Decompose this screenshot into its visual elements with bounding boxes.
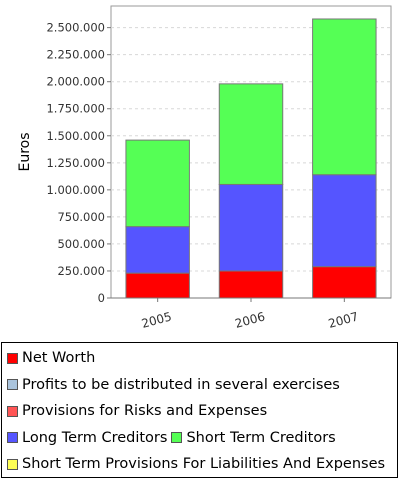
x-tick-label-2006: 2006 [233,309,266,330]
legend-label: Short Term Creditors [186,429,336,446]
chart-area: 0 250.000 500.000 750.000 1.000.000 1.250.000… [17,5,392,331]
bar-long-term-creditors-2007 [312,174,377,268]
legend-swatch [7,458,18,470]
legend-label: Provisions for Risks and Expenses [22,403,268,419]
bar-long-term-creditors-2006 [218,183,284,272]
legend-row: Short Term Provisions For Liabilities An… [7,455,389,473]
legend-label: Net Worth [22,350,96,366]
y-tick-label: 1.750.000 [46,102,105,116]
y-tick-label: 250.000 [57,264,105,278]
legend-item: Short Term Provisions For Liabilities An… [7,456,385,472]
legend-swatch [7,432,18,443]
bar-short-term-creditors-2007 [312,18,377,176]
legend-row: Provisions for Risks and Expenses [7,402,271,420]
y-axis-label: Euros [17,132,33,171]
legend-row: Profits to be distributed in several exe… [7,376,344,394]
legend-row: Long Term Creditors Short Term Creditors [7,429,340,447]
legend-row: Net Worth [7,349,99,367]
legend-swatch [7,379,18,390]
bar-short-term-creditors-2006 [218,83,284,185]
y-tick-label: 500.000 [57,237,105,251]
stacked-bar-chart: 0 250.000 500.000 750.000 1.000.000 1.250.000… [17,5,392,331]
legend-item: Profits to be distributed in several exe… [7,377,340,393]
y-tick-label: 0 [98,291,105,305]
legend-item: Long Term Creditors [7,430,167,446]
legend-swatch [7,352,18,364]
legend-label: Long Term Creditors [22,429,168,446]
y-tick-label: 1.250.000 [46,156,105,170]
legend-swatch [7,405,18,417]
legend-swatch [171,432,183,443]
y-tick-label: 2.000.000 [46,75,105,89]
y-tick-label: 2.250.000 [46,48,105,62]
y-tick-label: 1.500.000 [46,129,105,143]
legend-item: Net Worth [7,350,95,366]
x-tick-label-2007: 2007 [327,309,360,330]
legend-item: Short Term Creditors [171,429,336,446]
bar-net-worth-2005 [125,272,190,299]
legend-label: Profits to be distributed in several exe… [22,376,340,393]
y-tick-label: 1.000.000 [46,183,105,197]
bar-net-worth-2007 [312,266,377,299]
legend-item: Provisions for Risks and Expenses [7,403,267,419]
legend-label: Short Term Provisions For Liabilities An… [22,456,386,472]
bar-short-term-creditors-2005 [125,139,190,228]
bar-net-worth-2006 [218,270,284,299]
chart-legend: Net Worth Profits to be distributed in se… [1,342,398,478]
x-tick-label-2005: 2005 [140,309,173,330]
bar-long-term-creditors-2005 [125,226,190,274]
y-tick-label: 750.000 [57,210,105,224]
y-tick-label: 2.500.000 [46,21,105,35]
